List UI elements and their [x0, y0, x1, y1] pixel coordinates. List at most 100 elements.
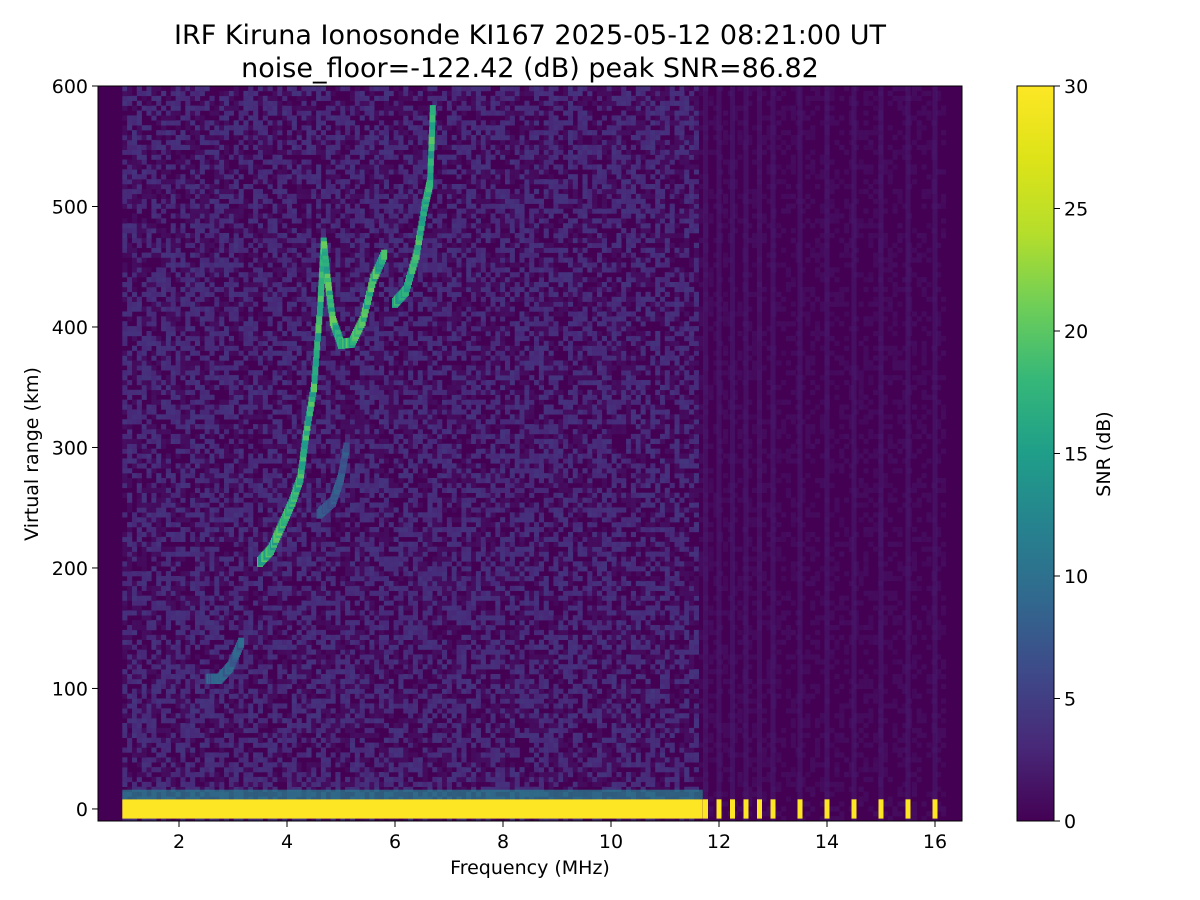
heatmap-cell — [190, 634, 196, 640]
heatmap-cell — [185, 282, 191, 288]
heatmap-cell — [340, 649, 346, 655]
heatmap-cell — [272, 95, 278, 101]
heatmap-cell — [136, 237, 142, 244]
heatmap-cell — [228, 247, 234, 253]
heatmap-cell — [330, 595, 336, 601]
heatmap-cell — [175, 517, 181, 523]
heatmap-cell — [306, 683, 312, 689]
heatmap-cell — [340, 419, 346, 425]
heatmap-cell — [248, 321, 254, 327]
heatmap-cell — [195, 458, 201, 464]
heatmap-cell — [161, 380, 167, 386]
heatmap-cell — [224, 605, 230, 611]
heatmap-cell — [199, 742, 205, 748]
heatmap-cell — [306, 90, 312, 97]
heatmap-cell — [185, 125, 191, 131]
heatmap-cell — [253, 629, 259, 636]
heatmap-cell — [277, 100, 283, 106]
heatmap-cell — [132, 228, 138, 234]
heatmap-cell — [132, 399, 138, 405]
heatmap-cell — [190, 786, 196, 792]
heatmap-cell — [214, 561, 220, 567]
heatmap-cell — [122, 649, 128, 655]
heatmap-cell — [165, 620, 171, 626]
heatmap-cell — [151, 291, 157, 297]
heatmap-cell — [122, 282, 128, 288]
heatmap-cell — [345, 556, 351, 562]
heatmap-cell — [277, 233, 283, 239]
heatmap-cell — [175, 546, 181, 552]
heatmap-cell — [248, 335, 254, 342]
heatmap-cell — [165, 698, 171, 704]
heatmap-cell — [248, 478, 254, 484]
heatmap-cell — [238, 767, 244, 773]
heatmap-cell — [136, 149, 142, 155]
heatmap-cell — [161, 713, 167, 719]
heatmap-cell — [296, 242, 302, 248]
heatmap-cell — [330, 463, 336, 469]
heatmap-cell — [233, 747, 239, 753]
heatmap-cell — [277, 473, 283, 479]
heatmap-cell — [161, 762, 167, 768]
heatmap-cell — [127, 277, 133, 283]
heatmap-cell — [248, 301, 254, 307]
heatmap-cell — [262, 125, 268, 131]
heatmap-cell — [165, 277, 171, 283]
heatmap-cell — [325, 742, 331, 748]
heatmap-cell — [253, 213, 259, 219]
heatmap-cell — [199, 458, 205, 464]
heatmap-cell — [238, 698, 244, 704]
heatmap-cell — [165, 659, 171, 665]
heatmap-cell — [335, 757, 341, 763]
heatmap-cell — [311, 286, 317, 293]
heatmap-cell — [127, 595, 133, 601]
heatmap-cell — [277, 188, 283, 195]
heatmap-cell — [267, 571, 273, 577]
heatmap-cell — [262, 135, 268, 141]
heatmap-cell — [180, 115, 186, 121]
heatmap-cell — [228, 698, 234, 704]
heatmap-cell — [224, 551, 230, 557]
heatmap-cell — [233, 453, 239, 459]
heatmap-cell — [277, 492, 283, 498]
heatmap-cell — [141, 193, 147, 199]
heatmap-cell — [277, 203, 283, 209]
heatmap-cell — [345, 718, 351, 724]
heatmap-cell — [306, 233, 312, 239]
heatmap-cell — [175, 522, 181, 528]
heatmap-cell — [238, 703, 244, 709]
heatmap-cell — [204, 326, 210, 332]
heatmap-cell — [180, 438, 186, 444]
heatmap-cell — [151, 223, 157, 229]
heatmap-cell — [136, 639, 142, 645]
heatmap-cell — [185, 203, 191, 209]
heatmap-cell — [233, 507, 239, 513]
heatmap-cell — [165, 252, 171, 258]
heatmap-cell — [243, 277, 249, 283]
heatmap-cell — [228, 335, 234, 342]
heatmap-cell — [296, 296, 302, 302]
heatmap-cell — [185, 267, 191, 273]
heatmap-cell — [190, 184, 196, 190]
heatmap-cell — [287, 654, 293, 660]
heatmap-cell — [141, 522, 147, 528]
heatmap-cell — [335, 610, 341, 616]
heatmap-cell — [316, 659, 322, 665]
heatmap-cell — [141, 703, 147, 709]
heatmap-cell — [199, 139, 205, 146]
heatmap-cell — [204, 233, 210, 239]
heatmap-cell — [243, 291, 249, 297]
heatmap-cell — [233, 752, 239, 758]
heatmap-cell — [325, 174, 331, 180]
heatmap-cell — [132, 184, 138, 190]
heatmap-cell — [146, 571, 152, 577]
heatmap-cell — [248, 125, 254, 131]
heatmap-cell — [335, 188, 341, 195]
heatmap-cell — [306, 772, 312, 778]
heatmap-cell — [219, 135, 225, 141]
heatmap-cell — [165, 237, 171, 244]
heatmap-cell — [214, 482, 220, 489]
heatmap-cell — [219, 502, 225, 508]
heatmap-cell — [301, 301, 307, 307]
heatmap-cell — [330, 674, 336, 680]
